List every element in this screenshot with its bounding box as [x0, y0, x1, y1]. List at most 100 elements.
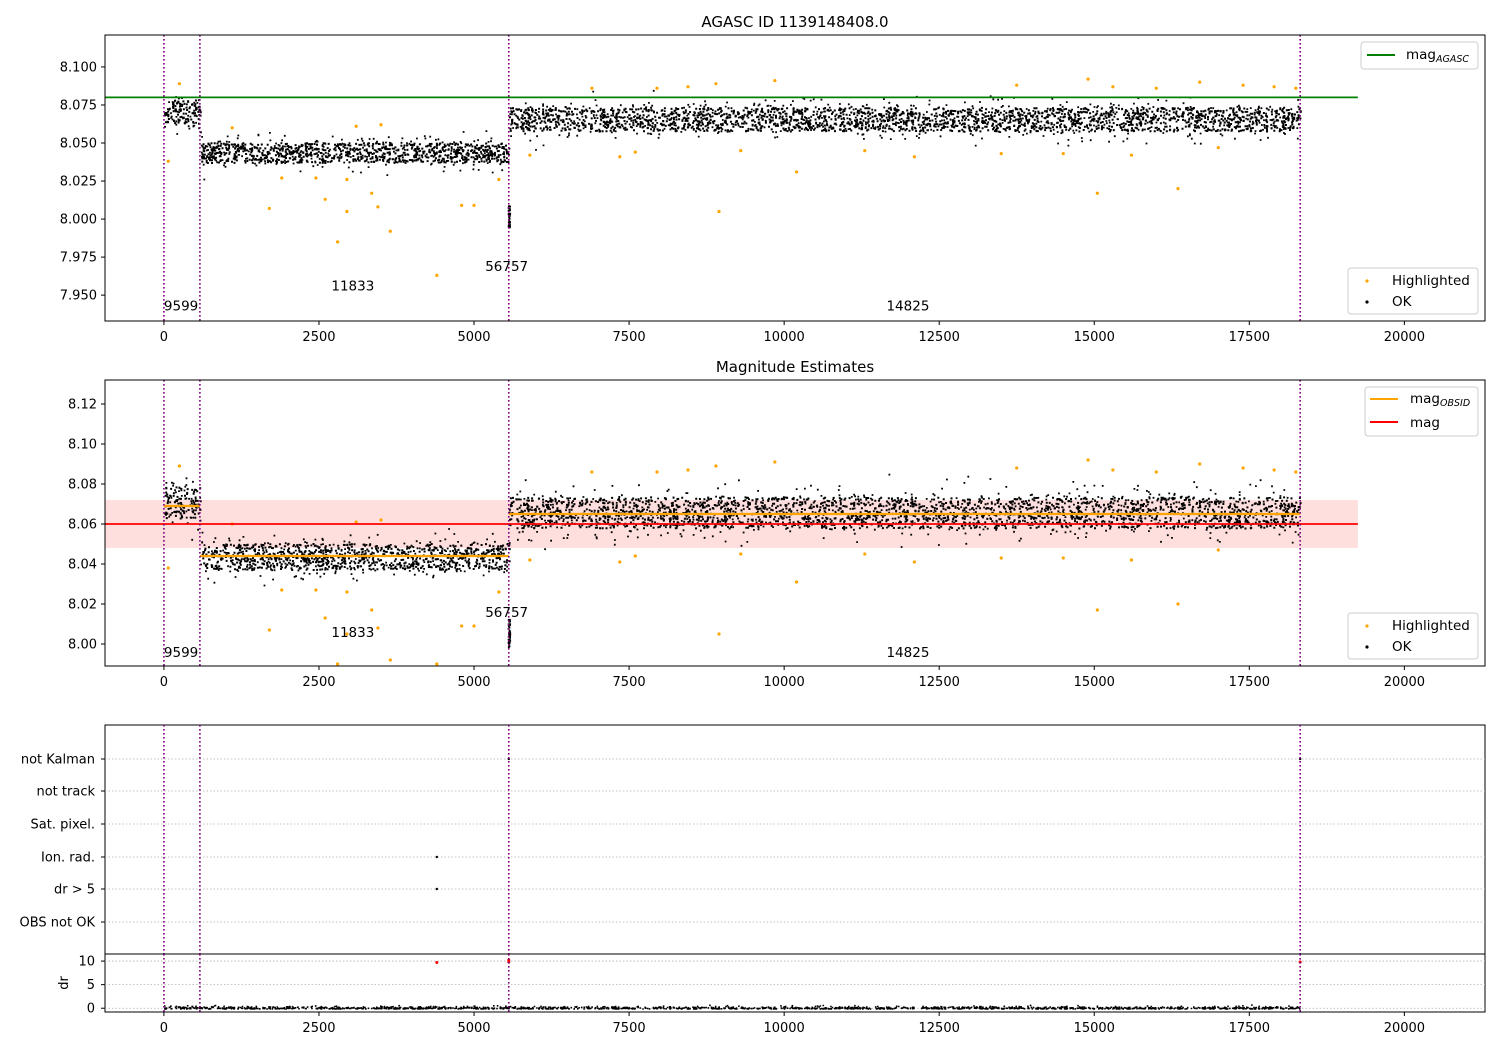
- agasc-legend-ok: OK: [1392, 294, 1413, 310]
- dr-xtick-label: 20000: [1384, 1021, 1425, 1036]
- p2-highlighted-point: [714, 464, 718, 468]
- p1-xtick-label: 2500: [302, 330, 335, 345]
- p2-highlighted-point: [435, 662, 439, 666]
- flags-point: [435, 855, 439, 859]
- p2-highlighted-point: [1294, 470, 1298, 474]
- p2-highlighted-point: [528, 558, 532, 562]
- agasc-plot-area: [105, 35, 1485, 321]
- p2-ytick-label: 8.00: [68, 638, 97, 653]
- agasc-legend-highlighted: Highlighted: [1392, 273, 1470, 289]
- p1-highlighted-point: [1095, 191, 1099, 195]
- agasc-legend-mag: mag: [1406, 47, 1436, 63]
- p2-xtick-label: 7500: [613, 675, 646, 690]
- p2-highlighted-point: [370, 608, 374, 612]
- dr-outlier-point: [435, 960, 439, 964]
- flags-category-label: dr > 5: [54, 883, 95, 898]
- p1-ytick-label: 8.000: [60, 213, 97, 228]
- dr-overlay: [163, 954, 1301, 1012]
- p1-highlighted-point: [590, 86, 594, 90]
- p1-highlighted-point: [388, 229, 392, 233]
- magnitude-panel: Magnitude Estimates 0 2500 5000 7500 10000 12…: [68, 358, 1486, 690]
- flags-grid: [105, 758, 1485, 923]
- agasc-title: AGASC ID 1139148408.0: [701, 13, 888, 31]
- dr-points: [164, 1004, 1301, 1010]
- p1-highlighted-point: [323, 197, 327, 201]
- p1-highlighted-point: [1129, 153, 1134, 157]
- p2-highlighted-point: [267, 628, 271, 632]
- p2-highlighted-point: [166, 566, 170, 570]
- agasc-legend-bottom: Highlighted OK: [1347, 267, 1479, 315]
- magnitude-legend-obsid: mag: [1410, 391, 1440, 407]
- p2-highlighted-point: [388, 658, 392, 662]
- dr-panel: 0 5 10 0 2500 5000 7500 10000 12500 15000 17500 200…: [57, 953, 1486, 1036]
- agasc-legend-top: magAGASC: [1360, 41, 1479, 70]
- flags-category-label: Sat. pixel.: [31, 818, 95, 833]
- p1-obs-label: 14825: [886, 298, 929, 314]
- p2-highlighted-point: [497, 590, 501, 594]
- p2-xtick-label: 10000: [763, 675, 804, 690]
- flags-overlay: [163, 725, 1302, 954]
- p1-obs-label: 9599: [164, 298, 198, 314]
- agasc-obs-labels: 9599 11833 56757 14825: [164, 259, 930, 315]
- p1-ok-points-core: [164, 99, 202, 125]
- dr-plot-area: [104, 953, 1486, 1013]
- magnitude-obs-labels: 9599 11833 56757 14825: [164, 605, 930, 661]
- p2-ytick-label: 8.02: [68, 598, 97, 613]
- p2-highlighted-point: [1198, 462, 1202, 466]
- dr-ytick-label: 5: [87, 978, 95, 993]
- p2-obs-label: 9599: [164, 645, 198, 661]
- p2-ytick-label: 8.10: [68, 438, 97, 453]
- p2-highlighted-point: [739, 552, 743, 556]
- p1-highlighted-point: [1061, 152, 1065, 156]
- p2-highlighted-point: [345, 632, 349, 636]
- flags-plot-area: [104, 724, 1486, 955]
- p1-highlighted-point: [345, 209, 349, 214]
- p1-highlighted-point: [1294, 86, 1298, 90]
- p2-xtick-label: 0: [160, 675, 168, 690]
- p2-ok-points-segment: [508, 473, 1300, 551]
- agasc-panel: AGASC ID 1139148408.0 0 2500 5000 7500 10000…: [60, 13, 1486, 345]
- flags-category-label: Ion. rad.: [41, 851, 95, 866]
- agasc-points: [164, 77, 1302, 277]
- p2-ytick-label: 8.04: [68, 558, 97, 573]
- p2-obs-label: 56757: [485, 605, 528, 621]
- p2-highlighted-point: [1176, 602, 1180, 606]
- p1-highlighted-point: [376, 205, 380, 209]
- p1-highlighted-point: [1015, 83, 1019, 87]
- p1-ok-points-core: [201, 142, 510, 164]
- p2-ok-points-segment: [165, 477, 202, 541]
- p2-obs-label: 11833: [331, 625, 374, 641]
- p1-highlighted-point: [335, 240, 340, 244]
- p2-highlighted-point: [1216, 548, 1220, 552]
- p2-highlighted-point: [472, 624, 476, 628]
- magnitude-legend-top: magOBSID mag: [1364, 386, 1479, 437]
- p1-ytick-label: 8.100: [60, 60, 97, 75]
- p1-highlighted-point: [739, 149, 743, 153]
- p1-highlighted-point: [633, 150, 637, 154]
- p2-highlighted-point: [717, 632, 721, 636]
- p1-highlighted-point: [717, 209, 721, 214]
- p1-highlighted-point: [1198, 80, 1202, 84]
- agasc-axes: 0 2500 5000 7500 10000 12500 15000 17500 20000 7.…: [60, 60, 1425, 345]
- dr-grid: [105, 960, 1485, 1009]
- p2-highlighted-point: [1061, 556, 1065, 560]
- flags-category-label: not Kalman: [21, 753, 95, 768]
- p1-ok-points-segment: [164, 96, 202, 135]
- p1-ytick-label: 8.025: [60, 175, 97, 190]
- p1-highlighted-point: [1216, 145, 1220, 150]
- p2-highlighted-point: [335, 662, 340, 666]
- p2-highlighted-point: [460, 624, 464, 628]
- p1-highlighted-point: [435, 273, 439, 277]
- p1-highlighted-point: [177, 82, 182, 86]
- p2-highlighted-point: [1095, 608, 1099, 612]
- magnitude-legend-highlighted: Highlighted: [1392, 618, 1470, 634]
- p1-xtick-label: 5000: [457, 330, 490, 345]
- dr-xtick-label: 15000: [1074, 1021, 1115, 1036]
- p2-highlighted-point: [1129, 558, 1134, 562]
- p2-xtick-label: 15000: [1074, 675, 1115, 690]
- p2-xtick-label: 5000: [457, 675, 490, 690]
- p1-ok-points-core: [508, 106, 1302, 133]
- p2-highlighted-point: [912, 560, 916, 564]
- p2-xtick-label: 2500: [302, 675, 335, 690]
